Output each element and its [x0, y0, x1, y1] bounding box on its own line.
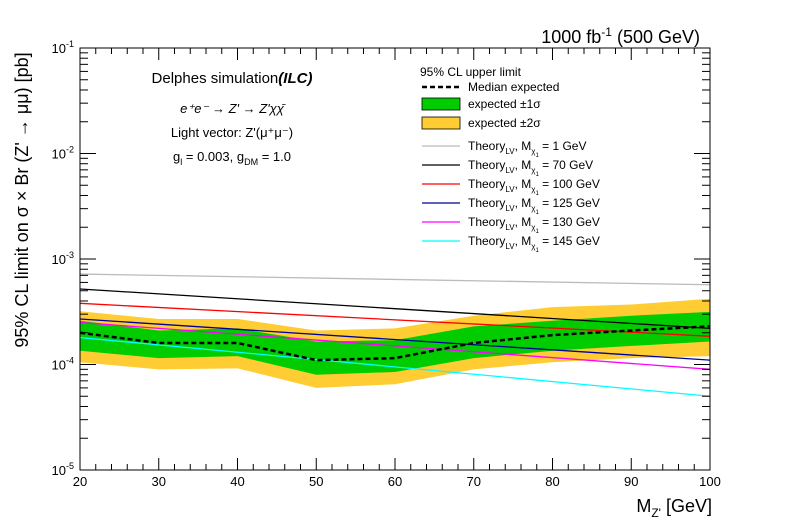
x-tick-label: 50: [309, 474, 323, 489]
x-tick-label: 80: [545, 474, 559, 489]
annotation-couplings: gl = 0.003, gDM = 1.0: [173, 149, 291, 167]
theory-line-3: [79, 318, 711, 361]
x-tick-label: 40: [230, 474, 244, 489]
x-tick-label: 20: [73, 474, 87, 489]
axis-ticks: 20 30 40 50 60 70 80 90 100 10-5 10-4 10-3 10-2 10-1: [52, 39, 721, 489]
plot-frame: [79, 47, 711, 471]
y-axis-label: 95% CL limit on σ × Br (Z' → μμ) [pb]: [12, 52, 32, 347]
y-tick-label: 10-4: [52, 356, 74, 373]
x-tick-label: 60: [388, 474, 402, 489]
legend-theory-label-1: TheoryLV, Mχ1 = 70 GeV: [468, 158, 593, 178]
legend-band2-swatch: [421, 116, 461, 130]
median-expected-polyline: [79, 325, 711, 362]
x-axis-label: MZ' [GeV]: [636, 496, 712, 520]
annotation-simulation: Delphes simulation(ILC): [152, 70, 313, 87]
theory-line-4: [79, 321, 711, 370]
legend-band1-swatch: [421, 97, 461, 111]
annotation-model: Light vector: Z'(μ⁺μ⁻): [171, 125, 293, 140]
x-tick-label: 70: [467, 474, 481, 489]
x-tick-label: 100: [699, 474, 721, 489]
legend-theory-label-3: TheoryLV, Mχ1 = 125 GeV: [468, 196, 600, 216]
y-tick-label: 10-2: [52, 145, 74, 162]
y-tick-label: 10-5: [52, 461, 74, 478]
legend-band1-label: expected ±1σ: [468, 97, 541, 111]
annotation-process: e⁺e⁻ → Z' → Z'χχ̄: [180, 101, 286, 116]
annotations: Delphes simulation(ILC) e⁺e⁻ → Z' → Z'χχ…: [152, 70, 313, 167]
theory-line-0: [79, 273, 711, 286]
legend-theory-label-4: TheoryLV, Mχ1 = 130 GeV: [468, 215, 600, 235]
chart-title: 1000 fb-1 (500 GeV): [541, 25, 700, 47]
expected-bands: [80, 298, 710, 388]
theory-line-1: [79, 288, 711, 330]
legend-header: 95% CL upper limit: [420, 65, 522, 79]
y-tick-label: 10-3: [52, 250, 74, 267]
legend-theory-label-0: TheoryLV, Mχ1 = 1 GeV: [468, 139, 586, 159]
legend-theory-label-2: TheoryLV, Mχ1 = 100 GeV: [468, 177, 600, 197]
legend-theory-label-5: TheoryLV, Mχ1 = 145 GeV: [468, 234, 600, 254]
theory-line-5: [79, 336, 711, 397]
x-tick-label: 30: [152, 474, 166, 489]
median-expected-line: [79, 325, 711, 362]
theory-lines: [79, 273, 711, 397]
legend-median-label: Median expected: [468, 80, 559, 94]
x-tick-label: 90: [624, 474, 638, 489]
legend-band2-label: expected ±2σ: [468, 116, 541, 130]
y-tick-label: 10-1: [52, 39, 74, 56]
legend: 95% CL upper limit Median expected expec…: [420, 65, 600, 254]
